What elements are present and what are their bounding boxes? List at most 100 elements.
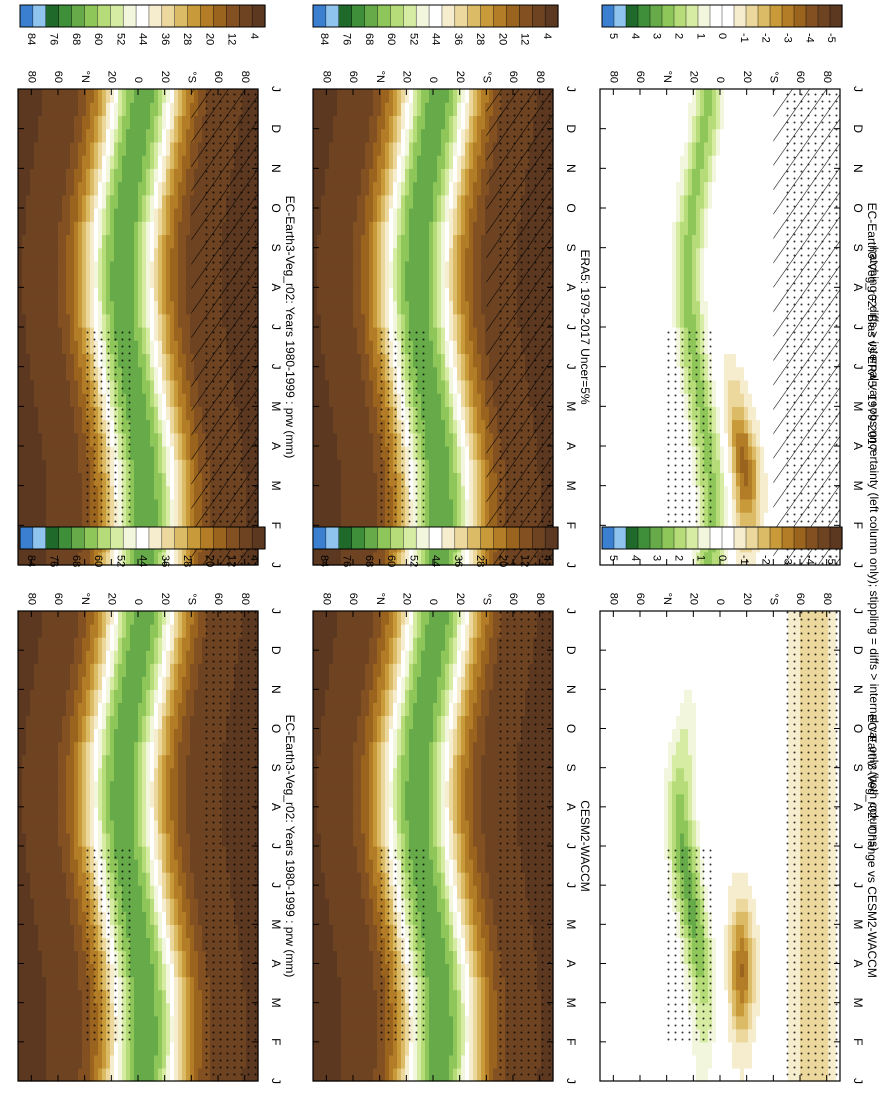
- field-cell: [42, 551, 47, 566]
- field-cell: [393, 260, 398, 275]
- field-cell: [417, 287, 422, 302]
- field-cell: [620, 379, 625, 394]
- field-cell: [600, 221, 605, 236]
- field-cell: [616, 485, 621, 500]
- field-cell: [648, 327, 653, 341]
- field-cell: [74, 168, 79, 183]
- field-cell: [146, 287, 151, 302]
- field-cell: [369, 115, 374, 130]
- field-cell: [417, 115, 422, 130]
- field-cell: [441, 366, 446, 381]
- field-cell: [644, 393, 649, 407]
- field-cell: [333, 379, 338, 394]
- field-cell: [441, 512, 446, 526]
- field-cell: [38, 221, 43, 236]
- field-cell: [162, 366, 167, 381]
- field-cell: [66, 327, 71, 341]
- field-cell: [620, 512, 625, 526]
- field-cell: [369, 327, 374, 341]
- field-cell: [481, 102, 486, 117]
- field-cell: [453, 512, 458, 526]
- field-cell: [90, 260, 95, 275]
- field-cell: [612, 327, 617, 341]
- field-cell: [118, 128, 123, 143]
- field-cell: [624, 141, 629, 156]
- field-cell: [628, 102, 633, 117]
- colorbar-swatch: [454, 4, 469, 28]
- field-cell: [453, 485, 458, 500]
- field-cell: [341, 459, 346, 474]
- field-cell: [349, 419, 354, 434]
- field-cell: [616, 379, 621, 394]
- field-cell: [70, 313, 75, 328]
- field-cell: [182, 485, 187, 500]
- field-cell: [70, 115, 75, 130]
- field-cell: [433, 498, 438, 513]
- field-cell: [604, 128, 609, 143]
- field-cell: [405, 300, 410, 315]
- field-cell: [142, 406, 147, 421]
- y-tick-label: 80: [239, 71, 251, 83]
- field-cell: [321, 432, 326, 447]
- colorbar-swatch: [403, 4, 417, 28]
- field-cell: [34, 353, 39, 368]
- field-cell: [22, 141, 27, 156]
- field-cell: [142, 300, 147, 315]
- field-cell: [138, 459, 143, 474]
- field-cell: [377, 194, 382, 209]
- field-cell: [381, 247, 386, 262]
- field-cell: [628, 313, 633, 328]
- field-cell: [62, 168, 67, 183]
- field-cell: [54, 340, 59, 355]
- field-cell: [453, 366, 458, 381]
- field-cell: [413, 194, 418, 209]
- field-cell: [437, 181, 442, 196]
- field-cell: [166, 327, 171, 341]
- field-cell: [449, 102, 454, 117]
- field-cell: [365, 459, 370, 474]
- field-cell: [441, 115, 446, 130]
- field-cell: [473, 221, 478, 236]
- field-cell: [138, 340, 143, 355]
- field-cell: [150, 102, 155, 117]
- field-cell: [453, 313, 458, 328]
- field-cell: [142, 512, 147, 526]
- colorbar-swatch: [187, 4, 202, 28]
- field-cell: [62, 446, 67, 460]
- field-cell: [353, 194, 358, 209]
- field-cell: [465, 485, 470, 500]
- field-cell: [353, 141, 358, 156]
- field-cell: [624, 89, 629, 103]
- field-cell: [54, 498, 59, 513]
- field-cell: [94, 208, 99, 222]
- field-cell: [445, 498, 450, 513]
- field-cell: [26, 366, 31, 381]
- field-cell: [178, 221, 183, 236]
- field-cell: [365, 208, 370, 222]
- field-cell: [640, 168, 645, 183]
- colorbar-swatch: [45, 4, 60, 28]
- field-cell: [30, 168, 35, 183]
- field-cell: [385, 155, 390, 169]
- field-cell: [469, 181, 474, 196]
- field-cell: [130, 260, 135, 275]
- field-cell: [345, 89, 350, 103]
- field-cell: [369, 353, 374, 368]
- field-cell: [142, 313, 147, 328]
- field-cell: [345, 327, 350, 341]
- field-cell: [405, 168, 410, 183]
- field-cell: [150, 155, 155, 169]
- field-cell: [469, 274, 474, 288]
- field-cell: [628, 551, 633, 566]
- field-cell: [433, 472, 438, 487]
- field-cell: [321, 353, 326, 368]
- field-cell: [604, 551, 609, 566]
- field-cell: [166, 141, 171, 156]
- field-cell: [146, 194, 151, 209]
- field-cell: [86, 181, 91, 196]
- field-cell: [461, 247, 466, 262]
- field-cell: [604, 102, 609, 117]
- field-cell: [429, 327, 434, 341]
- field-cell: [74, 155, 79, 169]
- field-cell: [38, 498, 43, 513]
